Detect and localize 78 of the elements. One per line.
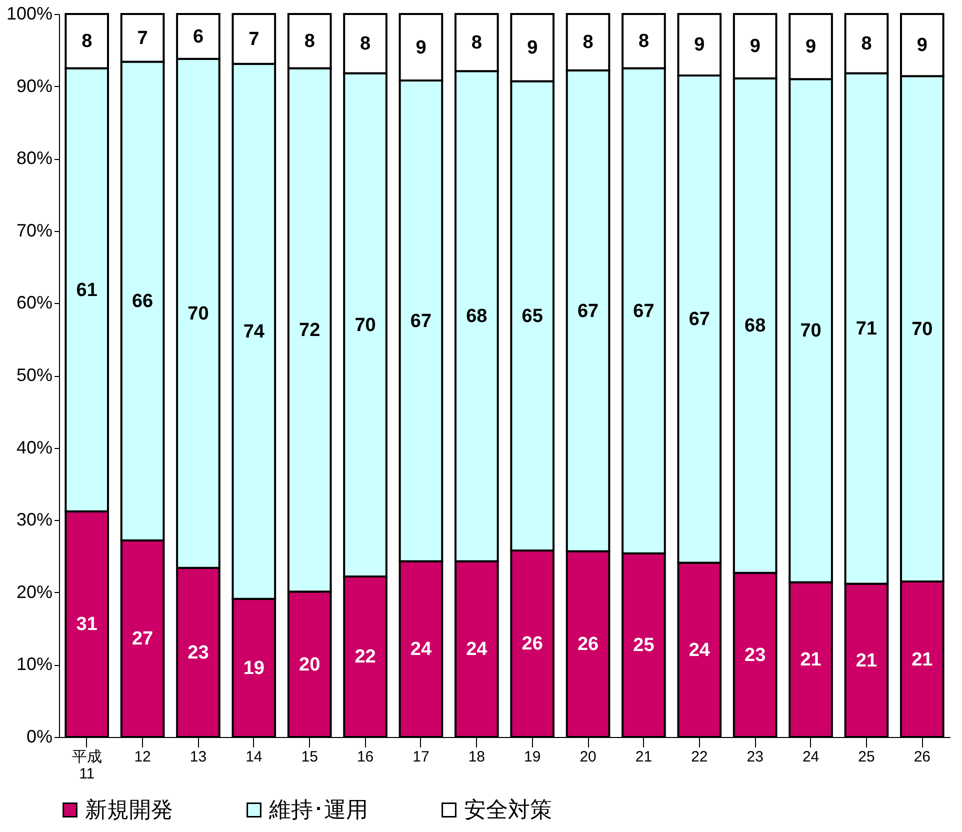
legend-label: 維持･運用 (268, 797, 368, 822)
x-tick-label: 16 (356, 748, 374, 766)
y-tick-label: 80% (16, 148, 52, 168)
data-label: 26 (577, 634, 599, 656)
data-label: 20 (299, 654, 320, 676)
data-label: 68 (466, 306, 488, 328)
data-label: 8 (861, 34, 872, 55)
data-label: 70 (188, 303, 209, 324)
data-label: 71 (856, 318, 878, 340)
data-label: 8 (638, 31, 650, 52)
data-label: 24 (410, 639, 432, 660)
x-tick-label: 20 (580, 748, 596, 766)
x-tick-label: 13 (190, 748, 207, 766)
data-label: 7 (137, 28, 148, 49)
x-tick-label: 12 (134, 748, 151, 766)
legend-label: 新規開発 (85, 797, 173, 822)
data-label: 65 (522, 306, 544, 327)
data-label: 19 (243, 658, 264, 679)
x-tick-label: 18 (468, 748, 485, 766)
data-label: 68 (744, 316, 766, 337)
data-label: 21 (856, 650, 878, 672)
data-label: 67 (410, 310, 432, 332)
x-tick-label: 15 (301, 748, 318, 766)
data-label: 9 (527, 38, 538, 59)
data-label: 74 (243, 321, 265, 342)
data-label: 70 (354, 314, 376, 336)
data-label: 9 (805, 36, 816, 58)
data-label: 8 (360, 34, 371, 55)
data-label: 67 (633, 300, 654, 322)
y-tick-label: 30% (16, 510, 52, 530)
x-tick-label: 24 (802, 748, 820, 766)
y-tick-label: 20% (16, 582, 52, 602)
x-tick-label: 25 (858, 748, 875, 766)
y-tick-label: 10% (16, 654, 52, 674)
y-tick-label: 60% (16, 292, 52, 313)
data-label: 7 (248, 28, 260, 50)
x-tick-label: 26 (914, 748, 930, 766)
data-label: 9 (416, 37, 426, 58)
data-label: 24 (688, 640, 710, 661)
data-label: 26 (522, 634, 543, 655)
data-label: 70 (800, 320, 822, 342)
x-tick-label: 14 (246, 748, 262, 766)
x-tick-label: 17 (412, 748, 430, 766)
x-tick-label: 19 (524, 748, 541, 766)
data-label: 6 (192, 26, 204, 48)
data-label: 67 (688, 309, 710, 330)
data-label: 67 (577, 300, 599, 322)
y-tick-label: 40% (16, 437, 52, 458)
x-tick-label: 平成 11 (72, 748, 102, 782)
y-tick-label: 0% (26, 726, 52, 746)
y-tick-label: 50% (16, 365, 52, 385)
data-label: 70 (912, 318, 933, 340)
x-tick-label: 23 (746, 748, 764, 766)
data-label: 61 (76, 280, 98, 301)
x-tick-label: 21 (635, 748, 652, 766)
y-tick-label: 90% (16, 76, 52, 96)
data-label: 8 (304, 31, 315, 52)
data-label: 31 (76, 614, 98, 636)
data-label: 27 (132, 628, 154, 650)
data-label: 8 (471, 32, 482, 54)
data-label: 9 (750, 36, 760, 58)
data-label: 23 (744, 644, 766, 666)
data-label: 25 (633, 635, 655, 656)
data-label: 21 (912, 649, 934, 670)
data-label: 24 (466, 639, 488, 660)
data-label: 23 (188, 642, 209, 664)
data-label: 8 (82, 31, 92, 52)
data-label: 9 (916, 35, 928, 56)
data-label: 66 (132, 291, 154, 312)
y-tick-label: 70% (16, 220, 52, 240)
data-label: 22 (354, 646, 376, 668)
data-label: 72 (299, 320, 320, 341)
data-label: 9 (694, 34, 705, 56)
legend-label: 安全対策 (464, 797, 552, 822)
data-label: 21 (800, 650, 822, 671)
x-tick-label: 22 (691, 748, 708, 766)
y-tick-label: 100% (6, 4, 52, 24)
data-label: 8 (582, 32, 594, 54)
